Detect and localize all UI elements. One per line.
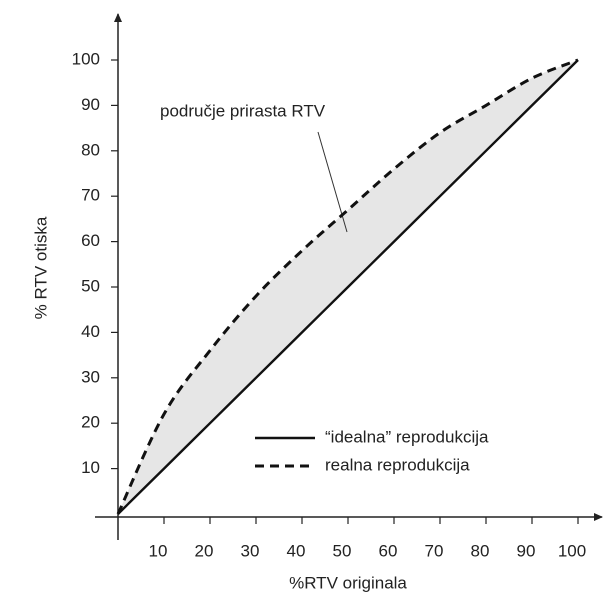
x-tick-label: 100 [558,541,586,560]
y-tick-label: 30 [81,367,100,386]
x-axis-label: %RTV originala [289,573,407,592]
x-tick-label: 80 [471,541,490,560]
x-tick-label: 70 [425,541,444,560]
x-tick-label: 50 [333,541,352,560]
y-tick-label: 50 [81,276,100,295]
legend-label: realna reprodukcija [325,455,470,474]
y-tick-label: 100 [72,49,100,68]
x-tick-label: 10 [149,541,168,560]
annotation: područje prirasta RTV [160,101,326,120]
x-tick-label: 40 [287,541,306,560]
y-axis-label: % RTV otiska [31,216,50,319]
legend-label: “idealna” reprodukcija [325,427,489,446]
annotation-leader [317,131,348,233]
y-tick-label: 70 [81,186,100,205]
y-tick-label: 80 [81,140,100,159]
x-tick-label: 90 [517,541,536,560]
x-tick-label: 30 [241,541,260,560]
y-tick-label: 20 [81,413,100,432]
y-tick-label: 90 [81,95,100,114]
y-tick-label: 40 [81,322,100,341]
y-tick-label: 10 [81,458,100,477]
x-tick-label: 20 [195,541,214,560]
x-tick-label: 60 [379,541,398,560]
line-series [117,59,579,515]
y-tick-label: 60 [81,231,100,250]
